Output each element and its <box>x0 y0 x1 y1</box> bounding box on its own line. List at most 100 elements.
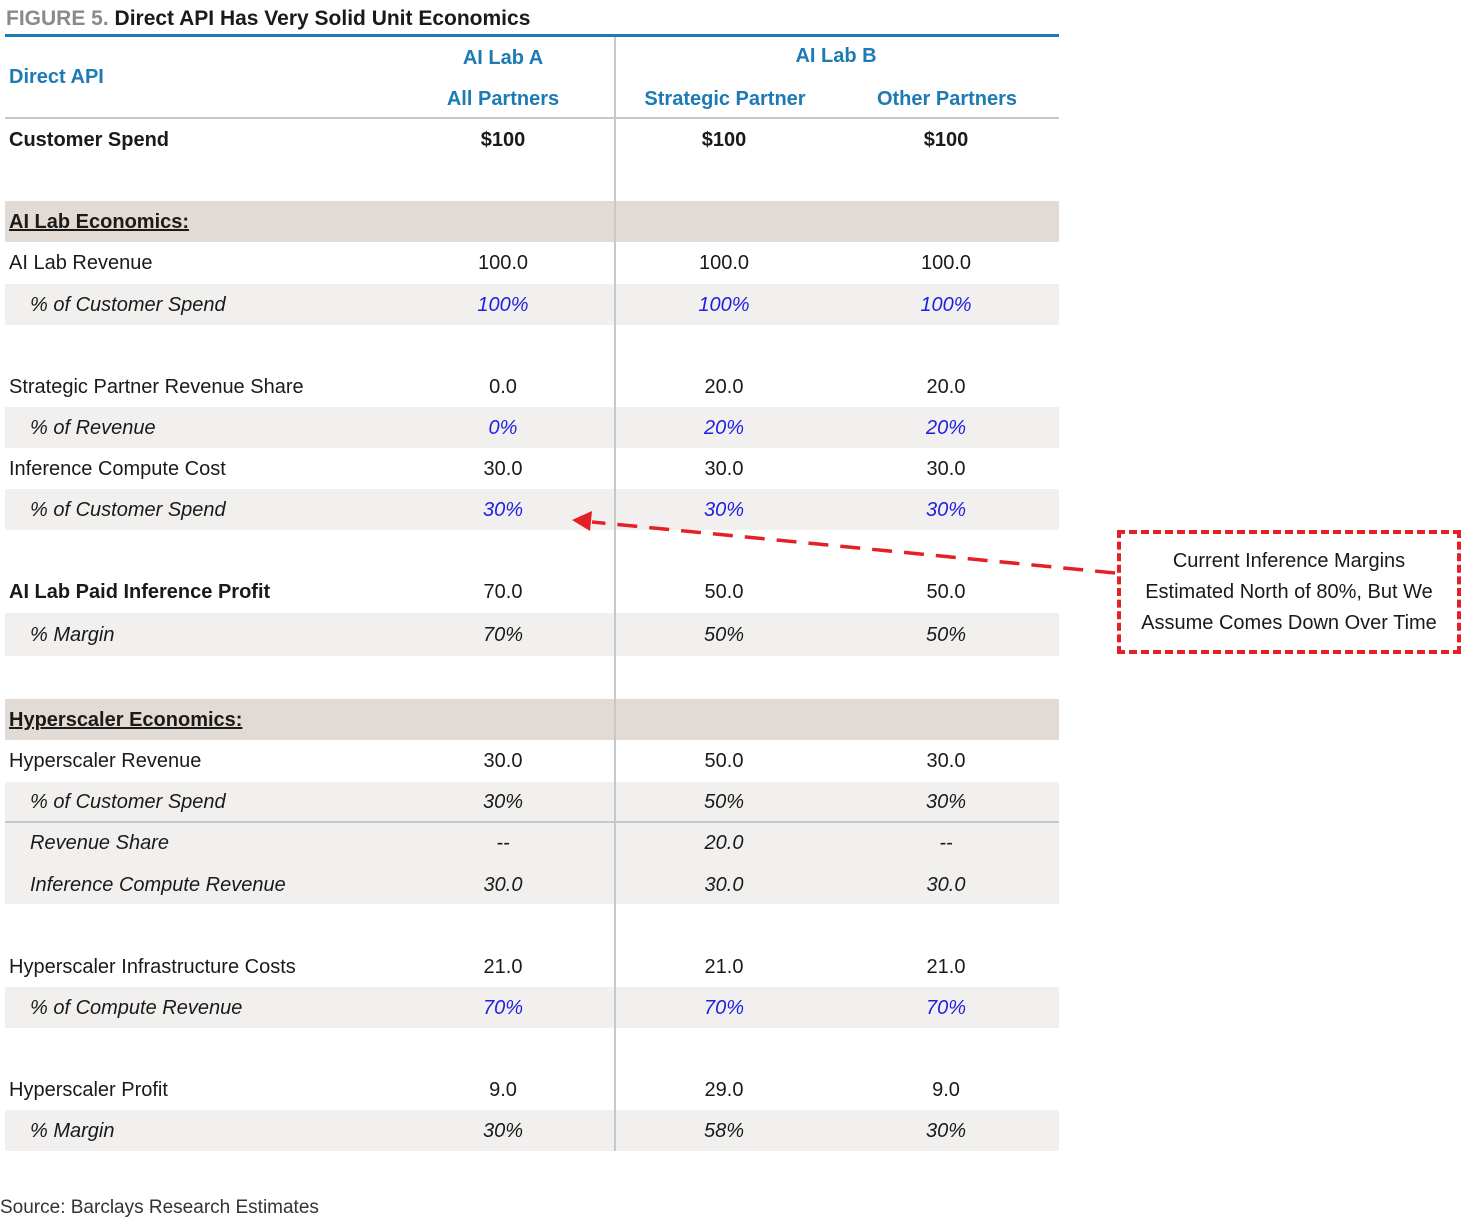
cell-col3: $100 <box>923 129 969 151</box>
row-label: % Margin <box>30 624 115 646</box>
cell-col2: 20% <box>703 417 745 439</box>
top-rule <box>5 34 1059 37</box>
cell-col1: $100 <box>480 129 526 151</box>
figure-label: FIGURE 5. <box>6 7 109 30</box>
cell-col3: 30% <box>925 1120 967 1142</box>
band-hyperscaler-detail <box>5 782 1059 904</box>
band-inference-margin <box>5 613 1059 656</box>
cell-col1: 70.0 <box>483 581 523 603</box>
cell-col2: 58% <box>703 1120 745 1142</box>
row-label: % of Customer Spend <box>30 791 226 813</box>
row-rule <box>5 821 1059 823</box>
cell-col3: 100% <box>920 294 972 316</box>
cell-col3: 21.0 <box>926 956 966 978</box>
header-lab-b: AI Lab B <box>795 45 877 67</box>
cell-col2: 21.0 <box>704 956 744 978</box>
band-ai-lab-revenue-pct <box>5 284 1059 325</box>
cell-col1: 70% <box>482 997 524 1019</box>
cell-col1: 9.0 <box>489 1079 517 1101</box>
row-label: % Margin <box>30 1120 115 1142</box>
figure-title: FIGURE 5. Direct API Has Very Solid Unit… <box>6 4 530 34</box>
cell-col3: 20% <box>925 417 967 439</box>
cell-col1: 100.0 <box>477 252 529 274</box>
row-partner-revenue-share-pct: % of Revenue 0% 20% 20% <box>0 413 1060 443</box>
band-inference-cost-pct <box>5 489 1059 530</box>
row-hyperscaler-profit-margin: % Margin 30% 58% 30% <box>0 1116 1060 1146</box>
cell-col2: 50% <box>703 624 745 646</box>
header-col-all-partners: All Partners <box>446 88 560 110</box>
cell-col3: 30% <box>925 791 967 813</box>
band-partner-share-pct <box>5 407 1059 448</box>
cell-col1: 30.0 <box>483 874 523 896</box>
row-label: Inference Compute Revenue <box>30 874 286 896</box>
header-col-other-partners: Other Partners <box>876 88 1018 110</box>
row-label: AI Lab Paid Inference Profit <box>9 581 271 603</box>
cell-col2: 30% <box>703 499 745 521</box>
row-label: Hyperscaler Infrastructure Costs <box>9 956 296 978</box>
row-label: % of Compute Revenue <box>30 997 243 1019</box>
cell-col2: 50% <box>703 791 745 813</box>
cell-col3: 30% <box>925 499 967 521</box>
row-inference-profit-margin: % Margin 70% 50% 50% <box>0 620 1060 650</box>
cell-col1: 0.0 <box>489 376 517 398</box>
cell-col2: 30.0 <box>704 874 744 896</box>
figure-title-text: Direct API Has Very Solid Unit Economics <box>114 7 531 30</box>
cell-col3: 30.0 <box>926 750 966 772</box>
cell-col3: 70% <box>925 997 967 1019</box>
cell-col2: $100 <box>701 129 747 151</box>
cell-col2: 50.0 <box>704 581 744 603</box>
cell-col1: 30% <box>482 791 524 813</box>
row-label: Inference Compute Cost <box>9 458 226 480</box>
cell-col1: 30% <box>482 499 524 521</box>
row-inference-profit: AI Lab Paid Inference Profit 70.0 50.0 5… <box>0 577 1060 607</box>
cell-col1: 70% <box>482 624 524 646</box>
row-infrastructure-costs-pct: % of Compute Revenue 70% 70% 70% <box>0 993 1060 1023</box>
row-hyperscaler-revenue: Hyperscaler Revenue 30.0 50.0 30.0 <box>0 746 1060 776</box>
callout-box: Current Inference Margins Estimated Nort… <box>1117 530 1461 654</box>
cell-col3: -- <box>939 832 953 854</box>
cell-col1: 30.0 <box>483 750 523 772</box>
cell-col2: 100.0 <box>698 252 750 274</box>
callout-arrow-line <box>591 520 1116 575</box>
section-band-hyperscaler <box>5 699 1059 740</box>
band-profit-margin <box>5 1110 1059 1151</box>
callout-arrow-head <box>572 511 592 531</box>
cell-col1: 30% <box>482 1120 524 1142</box>
row-label: % of Customer Spend <box>30 499 226 521</box>
cell-col3: 20.0 <box>926 376 966 398</box>
row-label: Revenue Share <box>30 832 169 854</box>
row-inference-compute-revenue: Inference Compute Revenue 30.0 30.0 30.0 <box>0 870 1060 900</box>
section-band-ai-lab <box>5 201 1059 242</box>
row-inference-compute-cost: Inference Compute Cost 30.0 30.0 30.0 <box>0 454 1060 484</box>
row-label: Strategic Partner Revenue Share <box>9 376 304 398</box>
row-infrastructure-costs: Hyperscaler Infrastructure Costs 21.0 21… <box>0 952 1060 982</box>
header-lab-a: AI Lab A <box>462 47 544 69</box>
cell-col2: 29.0 <box>704 1079 744 1101</box>
column-divider <box>614 37 616 1151</box>
cell-col1: 30.0 <box>483 458 523 480</box>
cell-col1: 100% <box>477 294 529 316</box>
row-label: AI Lab Revenue <box>9 252 153 274</box>
section-hyperscaler-economics: Hyperscaler Economics: <box>0 705 1060 735</box>
band-infra-costs-pct <box>5 987 1059 1028</box>
row-label: % of Customer Spend <box>30 294 226 316</box>
cell-col3: 50% <box>925 624 967 646</box>
row-label: Customer Spend <box>9 129 170 151</box>
row-partner-revenue-share: Strategic Partner Revenue Share 0.0 20.0… <box>0 372 1060 402</box>
cell-col3: 30.0 <box>926 458 966 480</box>
row-revenue-share: Revenue Share -- 20.0 -- <box>0 828 1060 858</box>
cell-col2: 50.0 <box>704 750 744 772</box>
cell-col1: 21.0 <box>483 956 523 978</box>
cell-col2: 70% <box>703 997 745 1019</box>
cell-col3: 100.0 <box>920 252 972 274</box>
section-ai-lab-economics: AI Lab Economics: <box>0 207 1060 237</box>
cell-col3: 50.0 <box>926 581 966 603</box>
row-label: Hyperscaler Profit <box>9 1079 168 1101</box>
section-label: Hyperscaler Economics: <box>9 709 243 731</box>
callout-line-3: Assume Comes Down Over Time <box>1141 611 1437 634</box>
cell-col1: -- <box>496 832 510 854</box>
callout-line-1: Current Inference Margins <box>1172 549 1406 572</box>
cell-col1: 0% <box>488 417 518 439</box>
header-row-label: Direct API <box>9 66 104 88</box>
